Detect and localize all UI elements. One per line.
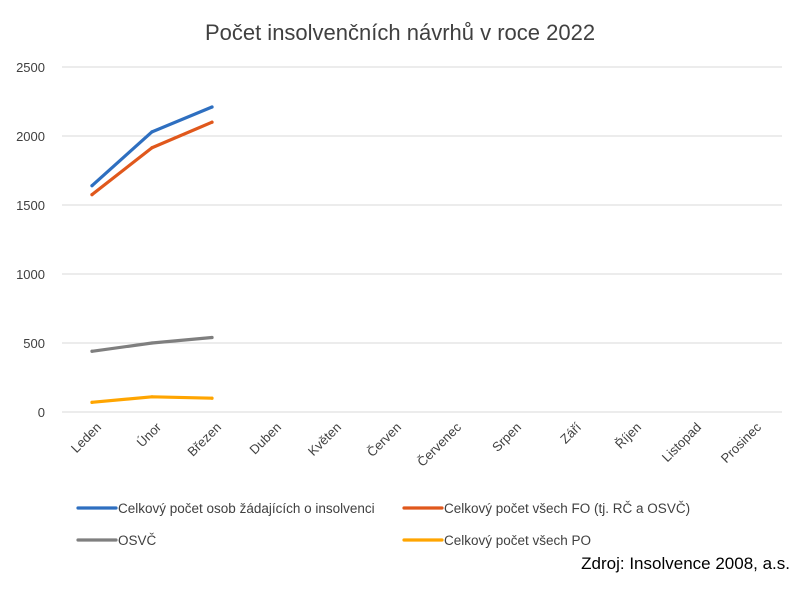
y-tick-label: 0: [38, 405, 45, 420]
y-tick-label: 500: [23, 336, 45, 351]
y-tick-label: 2500: [16, 60, 45, 75]
data-point: [90, 184, 94, 188]
data-point: [210, 335, 214, 340]
y-axis-ticks: 0 500 1000 1500 2000 2500: [16, 60, 45, 420]
x-tick-label: Srpen: [489, 420, 524, 455]
x-tick-label: Září: [557, 419, 584, 446]
data-point: [90, 349, 94, 353]
x-tick-label: Červenec: [414, 419, 464, 469]
x-tick-label: Prosinec: [718, 419, 765, 466]
y-tick-label: 1000: [16, 267, 45, 282]
y-tick-label: 2000: [16, 129, 45, 144]
y-tick-label: 1500: [16, 198, 45, 213]
x-tick-label: Duben: [246, 420, 284, 458]
chart-title: Počet insolvenčních návrhů v roce 2022: [205, 20, 595, 45]
data-point: [90, 193, 94, 197]
data-point: [150, 130, 154, 134]
data-point: [210, 120, 214, 124]
x-tick-label: Říjen: [612, 420, 644, 452]
data-point: [150, 341, 154, 345]
x-tick-label: Červen: [364, 420, 404, 460]
data-point: [90, 400, 94, 404]
data-point: [150, 395, 154, 399]
data-point: [150, 146, 154, 150]
x-tick-label: Březen: [184, 420, 224, 460]
series-lines: [90, 105, 214, 404]
x-tick-label: Leden: [68, 420, 104, 456]
legend-label: Celkový počet osob žádajících o insolven…: [118, 501, 375, 516]
legend-label: OSVČ: [118, 533, 157, 548]
legend-label: Celkový počet všech FO (tj. RČ a OSVČ): [444, 501, 690, 516]
x-tick-label: Únor: [134, 419, 165, 450]
x-axis-ticks: Leden Únor Březen Duben Květen Červen Červenec…: [68, 419, 765, 469]
data-point: [210, 105, 214, 109]
source-note: Zdroj: Insolvence 2008, a.s.: [581, 554, 790, 573]
legend: Celkový počet osob žádajících o insolven…: [76, 501, 690, 548]
x-tick-label: Květen: [305, 420, 344, 459]
data-point: [210, 396, 214, 400]
x-tick-label: Listopad: [659, 420, 704, 465]
gridlines: [62, 66, 782, 413]
legend-label: Celkový počet všech PO: [444, 533, 591, 548]
